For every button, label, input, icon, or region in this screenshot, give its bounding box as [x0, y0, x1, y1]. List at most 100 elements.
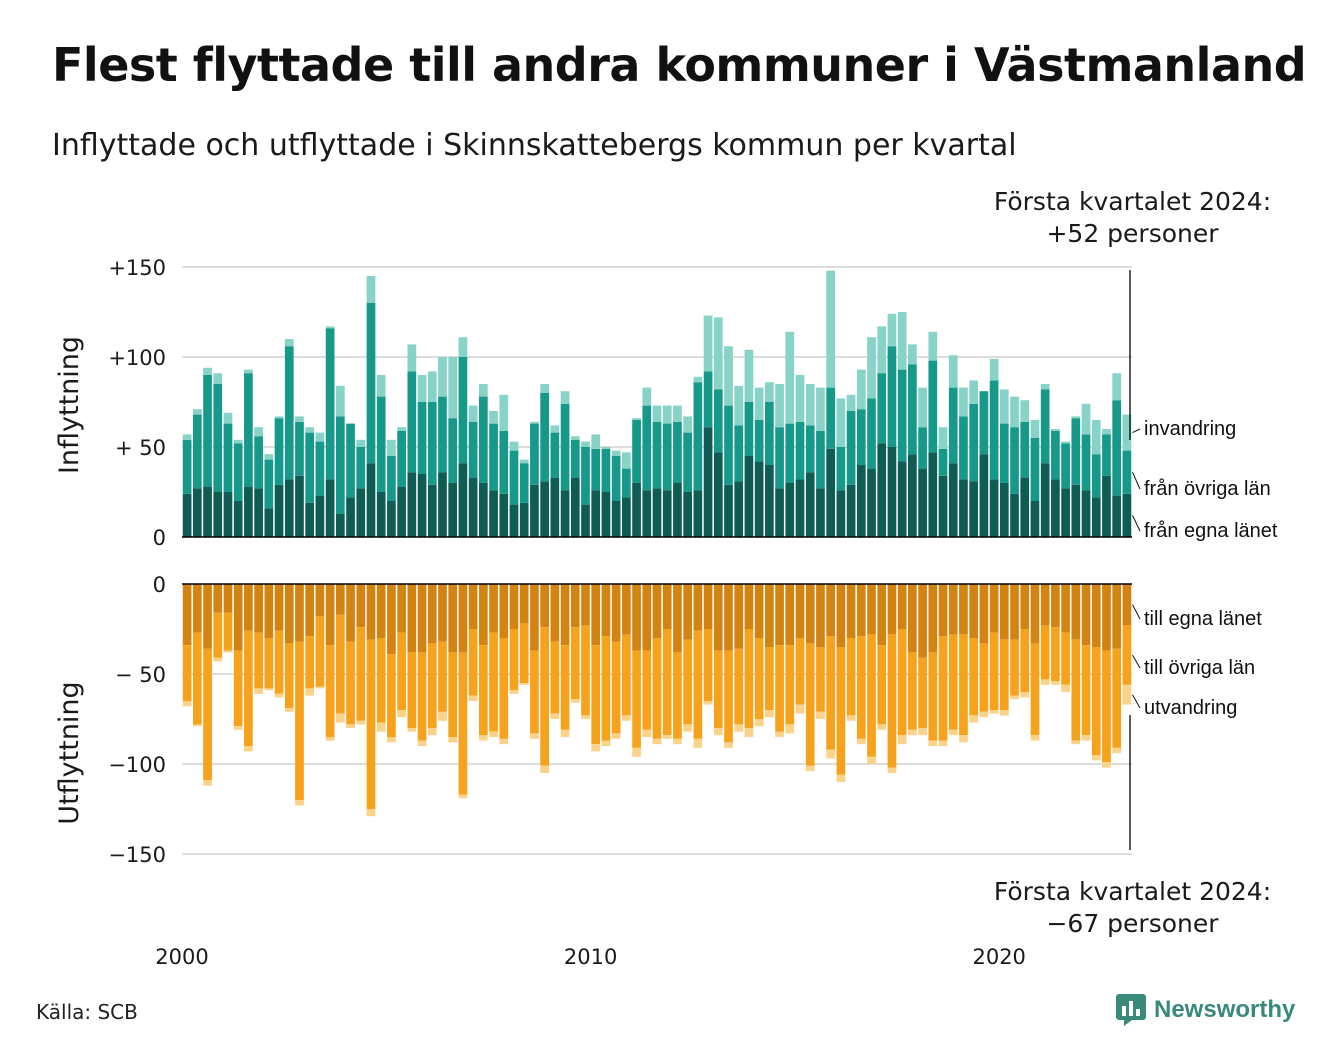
bar-in-invandring — [1010, 396, 1019, 428]
bar-in-ovriga — [233, 443, 243, 501]
bar-in-ovriga — [683, 432, 693, 492]
bar-in-ovriga — [407, 371, 417, 473]
bar-out-egna — [989, 584, 999, 633]
bar-out-egna — [1081, 584, 1091, 646]
bar-in-ovriga — [1040, 389, 1050, 464]
bar-out-utvandring — [346, 724, 355, 728]
bar-in-invandring — [448, 357, 458, 419]
bar-out-utvandring — [519, 683, 529, 685]
bar-out-egna — [581, 584, 590, 626]
bar-out-utvandring — [775, 731, 784, 737]
bar-in-ovriga — [591, 448, 601, 491]
bar-in-ovriga — [417, 402, 427, 474]
bar-in-ovriga — [244, 373, 253, 487]
bar-out-utvandring — [846, 715, 856, 721]
bar-out-utvandring — [785, 724, 795, 734]
bar-in-ovriga — [948, 387, 958, 464]
bar-in-egna — [887, 447, 897, 537]
bar-out-utvandring — [458, 794, 468, 799]
bar-in-ovriga — [1112, 400, 1122, 496]
bar-out-egna — [887, 584, 897, 635]
bar-out-egna — [1030, 584, 1040, 644]
bar-in-ovriga — [836, 447, 846, 491]
bar-out-egna — [816, 584, 825, 647]
bar-out-utvandring — [683, 724, 693, 732]
legend-label-in_egna: från egna länet — [1144, 520, 1278, 542]
bar-in-invandring — [734, 385, 744, 426]
bar-in-egna — [519, 502, 529, 537]
bar-in-egna — [826, 448, 836, 537]
bar-in-ovriga — [642, 405, 652, 491]
bar-out-ovriga — [887, 634, 897, 768]
bar-out-utvandring — [468, 695, 478, 701]
bar-out-utvandring — [244, 746, 253, 752]
bar-out-utvandring — [897, 735, 907, 745]
legend-label-out_egna: till egna länet — [1144, 608, 1262, 630]
bar-out-utvandring — [570, 699, 580, 703]
bar-out-ovriga — [581, 625, 590, 716]
bar-in-egna — [683, 492, 693, 537]
bar-out-utvandring — [407, 728, 417, 732]
bar-in-egna — [264, 508, 274, 537]
y-tick-label-upper: +150 — [108, 256, 166, 280]
bar-in-invandring — [765, 382, 774, 402]
bar-in-ovriga — [652, 421, 662, 489]
bar-in-egna — [560, 490, 570, 537]
bar-in-invandring — [581, 441, 590, 447]
bar-out-ovriga — [948, 634, 958, 730]
bar-out-egna — [427, 584, 437, 644]
bar-out-utvandring — [887, 767, 897, 773]
bar-in-ovriga — [264, 459, 274, 509]
bar-out-ovriga — [540, 627, 549, 766]
bar-out-ovriga — [315, 616, 325, 687]
bar-in-egna — [611, 501, 621, 537]
bar-out-egna — [1112, 584, 1122, 649]
bar-out-egna — [979, 584, 989, 644]
bar-in-invandring — [856, 369, 866, 410]
bar-in-invandring — [182, 434, 192, 440]
bar-in-ovriga — [519, 463, 529, 503]
bar-in-egna — [366, 463, 376, 537]
bar-out-utvandring — [560, 729, 570, 737]
bar-in-invandring — [305, 427, 315, 433]
bar-in-egna — [999, 483, 1009, 537]
bar-in-ovriga — [693, 382, 703, 491]
bar-out-egna — [867, 584, 876, 635]
bar-in-egna — [785, 483, 795, 537]
bar-out-ovriga — [499, 638, 509, 739]
source-note: Källa: SCB — [36, 1000, 138, 1024]
bar-in-ovriga — [489, 423, 498, 491]
bar-out-egna — [509, 584, 519, 629]
bar-in-ovriga — [744, 402, 754, 456]
bar-in-invandring — [468, 405, 478, 422]
bar-out-ovriga — [693, 630, 703, 739]
bar-out-egna — [611, 584, 621, 642]
bar-out-ovriga — [397, 632, 406, 710]
bar-out-egna — [918, 584, 927, 658]
bar-out-egna — [734, 584, 744, 649]
bar-in-invandring — [897, 312, 907, 370]
bar-in-ovriga — [570, 439, 580, 478]
bar-in-egna — [867, 468, 876, 537]
bar-out-ovriga — [366, 639, 376, 809]
bar-in-egna — [908, 454, 917, 537]
bar-out-utvandring — [254, 688, 263, 694]
bar-in-ovriga — [274, 418, 284, 485]
bar-out-utvandring — [621, 715, 631, 721]
bar-out-utvandring — [1122, 684, 1132, 705]
bar-in-invandring — [673, 405, 682, 422]
bar-in-ovriga — [775, 427, 784, 489]
bar-out-egna — [948, 584, 958, 635]
bar-in-egna — [192, 488, 202, 537]
bar-in-ovriga — [999, 423, 1009, 483]
bar-in-egna — [540, 481, 549, 537]
chart-title: Flest flyttade till andra kommuner i Väs… — [52, 38, 1307, 92]
bar-out-egna — [908, 584, 917, 653]
bar-in-egna — [795, 479, 805, 537]
bar-in-ovriga — [581, 447, 590, 505]
bar-in-ovriga — [754, 420, 764, 462]
bar-out-egna — [489, 584, 498, 633]
bar-out-ovriga — [182, 645, 192, 701]
bar-out-utvandring — [1112, 747, 1122, 754]
bar-in-invandring — [397, 427, 406, 431]
